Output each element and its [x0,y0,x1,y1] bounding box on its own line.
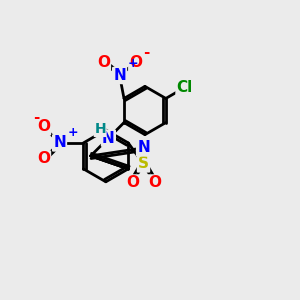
Text: -: - [33,110,40,124]
Text: +: + [68,127,78,140]
Text: +: + [128,57,139,70]
Text: O: O [129,55,142,70]
Text: Cl: Cl [176,80,193,95]
Text: S: S [138,156,149,171]
Text: N: N [102,131,115,146]
Text: N: N [113,68,126,83]
Text: O: O [37,119,50,134]
Text: N: N [137,140,150,155]
Text: H: H [94,122,106,136]
Text: N: N [53,135,66,150]
Text: -: - [143,45,149,60]
Text: O: O [97,55,110,70]
Text: O: O [37,152,50,166]
Text: O: O [148,176,161,190]
Text: O: O [126,176,139,190]
